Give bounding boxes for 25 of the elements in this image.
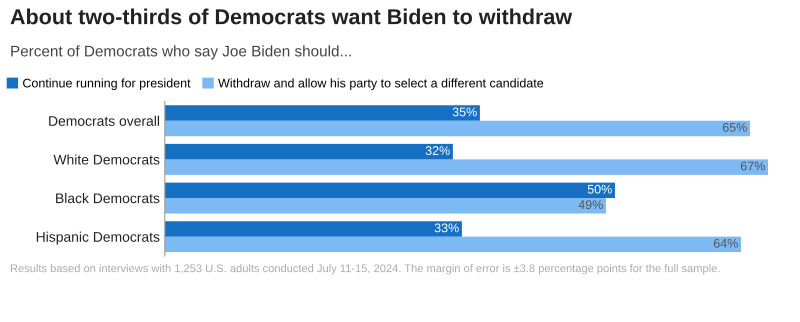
data-label: 32% (426, 146, 450, 156)
chart-subtitle: Percent of Democrats who say Joe Biden should... (11, 45, 351, 60)
data-label: 49% (578, 200, 603, 210)
chart-title: About two-thirds of Democrats want Biden to withdraw (10, 8, 572, 24)
legend-label: Continue running for president (23, 78, 190, 90)
data-label: 64% (714, 238, 738, 248)
y-tick-label: White Democrats (54, 154, 160, 165)
data-label: 50% (588, 184, 612, 194)
data-label: 35% (452, 108, 477, 116)
y-tick-label: Black Democrats (56, 192, 160, 204)
bar (164, 221, 462, 237)
bar (164, 159, 768, 175)
bar (164, 198, 606, 214)
bar (164, 236, 741, 252)
data-label: 65% (722, 122, 747, 132)
bar (164, 105, 480, 121)
bar (164, 120, 750, 136)
bar (164, 144, 453, 160)
y-tick-label: Democrats overall (49, 116, 160, 126)
legend-label: Withdraw and allow his party to select a different candidate (218, 78, 544, 90)
y-tick-label: Hispanic Democrats (36, 232, 160, 245)
data-label: 33% (434, 223, 459, 232)
text: Results based on interviews with 1,253 U.S. adults conducted July 11-15, 2024. The margin of error is ±3.8 percentage points for the full sample. (10, 264, 720, 274)
bar (164, 182, 615, 198)
data-label: 67% (740, 162, 765, 170)
